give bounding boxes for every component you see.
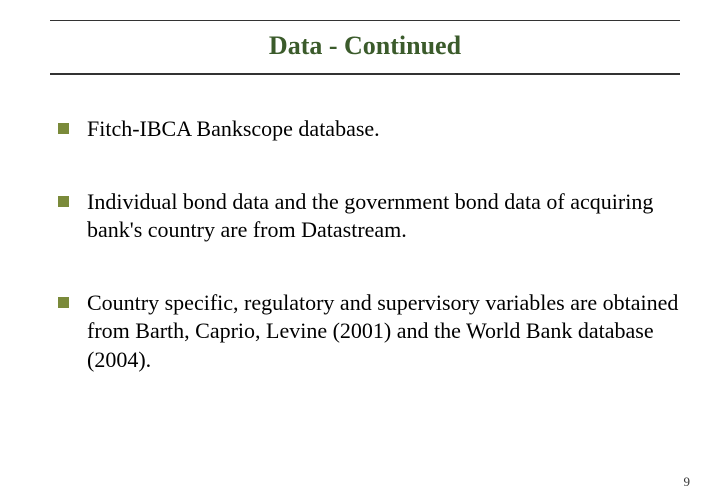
page-number: 9 bbox=[684, 474, 691, 490]
list-item: Country specific, regulatory and supervi… bbox=[58, 289, 680, 375]
list-item: Individual bond data and the government … bbox=[58, 188, 680, 245]
bullet-text: Individual bond data and the government … bbox=[87, 188, 680, 245]
slide: Data - Continued Fitch-IBCA Bankscope da… bbox=[0, 0, 720, 504]
title-container: Data - Continued bbox=[50, 20, 680, 75]
bullet-text: Country specific, regulatory and supervi… bbox=[87, 289, 680, 375]
slide-title: Data - Continued bbox=[50, 31, 680, 61]
bullet-list: Fitch-IBCA Bankscope database. Individua… bbox=[40, 115, 680, 375]
square-bullet-icon bbox=[58, 196, 69, 207]
list-item: Fitch-IBCA Bankscope database. bbox=[58, 115, 680, 144]
square-bullet-icon bbox=[58, 297, 69, 308]
square-bullet-icon bbox=[58, 123, 69, 134]
bullet-text: Fitch-IBCA Bankscope database. bbox=[87, 115, 380, 144]
